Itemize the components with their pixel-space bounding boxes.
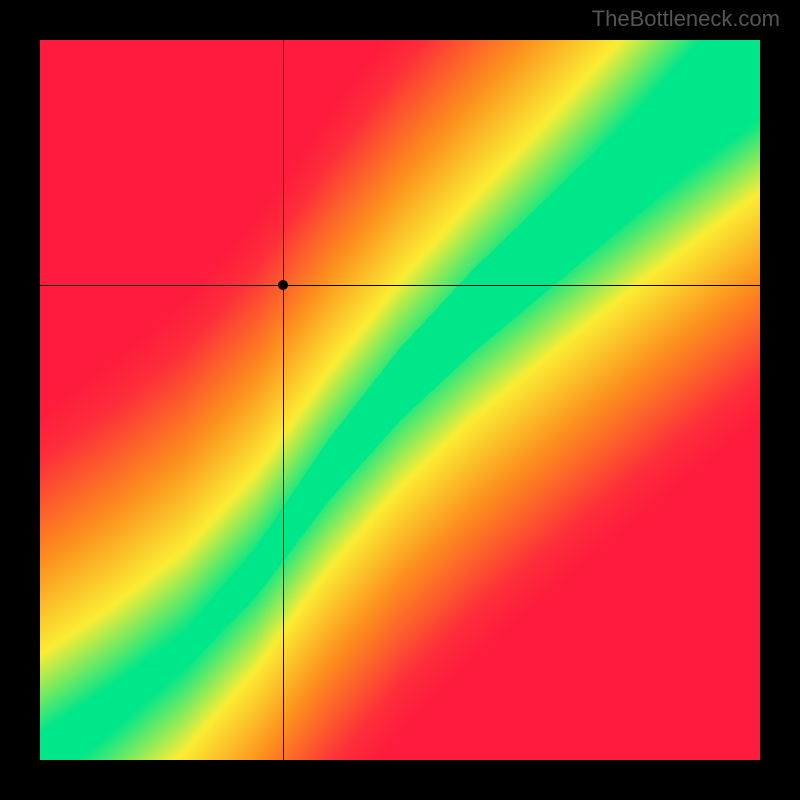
heatmap-canvas — [40, 40, 760, 760]
heatmap-plot — [40, 40, 760, 760]
crosshair-horizontal — [40, 285, 760, 286]
watermark-text: TheBottleneck.com — [592, 6, 780, 32]
crosshair-vertical — [283, 40, 284, 760]
data-point-marker — [278, 280, 288, 290]
